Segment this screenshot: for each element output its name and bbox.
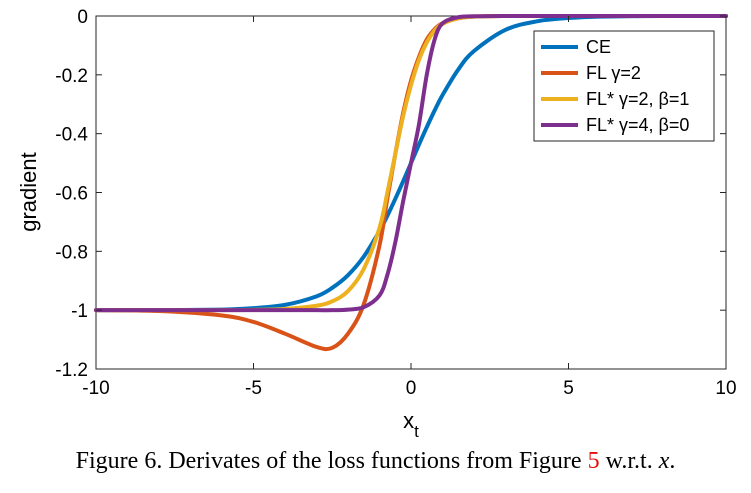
y-tick-label: -1 bbox=[71, 301, 88, 322]
caption-math-x: x bbox=[658, 448, 670, 474]
x-tick-label: 0 bbox=[406, 378, 417, 399]
line-chart: -10 -5 0 5 10 0 -0.2 -0.4 -0.6 -0.8 -1 -1.2 CE FL γ=… bbox=[16, 7, 737, 441]
y-tick-label: 0 bbox=[77, 7, 88, 28]
y-tick-label: -1.2 bbox=[55, 360, 88, 381]
series-layer bbox=[94, 13, 728, 352]
y-tick-label: -0.6 bbox=[55, 184, 88, 205]
caption-suffix: . bbox=[669, 448, 676, 474]
legend: CE FL γ=2 FL* γ=2, β=1 FL* γ=4, β=0 bbox=[533, 30, 715, 142]
legend-label-0: CE bbox=[586, 37, 611, 57]
legend-label-1: FL γ=2 bbox=[586, 63, 641, 83]
x-tick-label: -10 bbox=[82, 378, 109, 399]
x-axis-label: xt bbox=[403, 408, 419, 441]
y-tick-label: -0.4 bbox=[55, 125, 88, 146]
figure-caption: Figure 6. Derivates of the loss function… bbox=[0, 448, 751, 475]
y-tick-label: -0.2 bbox=[55, 66, 88, 87]
caption-figure-ref[interactable]: 5 bbox=[587, 448, 600, 474]
y-tick-label: -0.8 bbox=[55, 242, 88, 263]
y-axis-label: gradient bbox=[16, 152, 41, 232]
x-tick-label: -5 bbox=[245, 378, 262, 399]
x-axis-label-sub: t bbox=[414, 422, 419, 441]
ticks-layer: -10 -5 0 5 10 0 -0.2 -0.4 -0.6 -0.8 -1 -1.2 bbox=[55, 7, 736, 399]
x-tick-label: 10 bbox=[715, 378, 736, 399]
x-tick-label: 5 bbox=[563, 378, 574, 399]
legend-box bbox=[533, 30, 715, 142]
series-line-3 bbox=[94, 13, 728, 313]
x-axis-label-main: x bbox=[403, 408, 414, 433]
legend-label-2: FL* γ=2, β=1 bbox=[586, 89, 689, 109]
legend-label-3: FL* γ=4, β=0 bbox=[586, 115, 689, 135]
caption-prefix: Figure 6. Derivates of the loss function… bbox=[75, 448, 588, 474]
caption-middle: w.r.t. bbox=[599, 448, 659, 474]
